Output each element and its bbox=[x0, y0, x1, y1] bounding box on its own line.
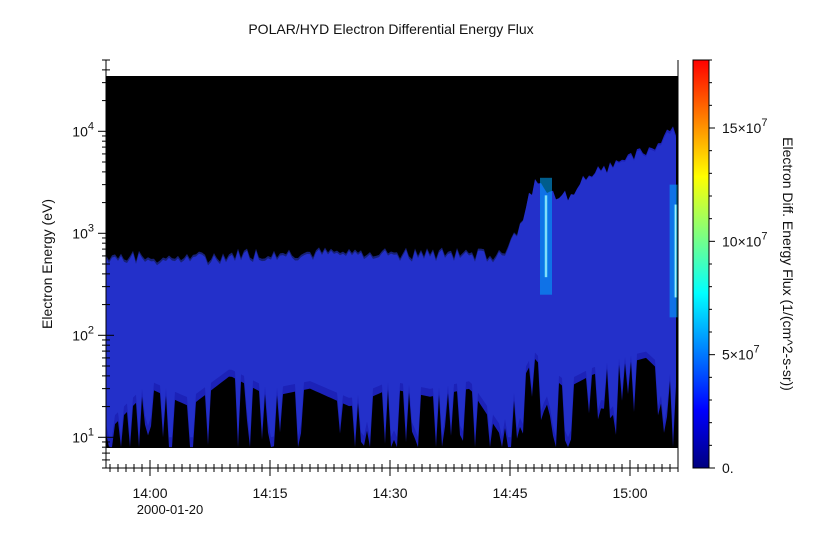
y-tick-label: 103 bbox=[72, 222, 94, 241]
x-tick-label: 15:00 bbox=[612, 485, 647, 501]
plot-area bbox=[105, 60, 679, 469]
colorbar-tick-label-exponent: 7 bbox=[761, 230, 767, 242]
y-tick-label-base: 10 bbox=[72, 225, 88, 241]
y-tick-label-exponent: 3 bbox=[88, 222, 94, 234]
x-tick-label: 14:15 bbox=[252, 485, 287, 501]
y-tick-label-base: 10 bbox=[72, 123, 88, 139]
colorbar-title: Electron Diff. Energy Flux (1/(cm^2-s-sr… bbox=[780, 137, 796, 391]
bright-streak-core bbox=[544, 195, 548, 278]
colorbar-gradient bbox=[692, 59, 710, 469]
colorbar-tick-label-exponent: 7 bbox=[754, 344, 760, 356]
x-axis: 14:00 14:15 14:30 14:45 15:00 bbox=[109, 460, 679, 501]
colorbar-tick-label: 15×107 bbox=[722, 117, 767, 136]
colorbar-tick-label-base: 0. bbox=[722, 460, 734, 476]
colorbar-tick-label-base: 10×10 bbox=[722, 233, 762, 249]
y-tick-label: 104 bbox=[72, 120, 94, 139]
colorbar-tick-label: 5×107 bbox=[722, 344, 760, 363]
colorbar-tick-label: 10×107 bbox=[722, 230, 767, 249]
y-tick-label-exponent: 2 bbox=[88, 324, 94, 336]
y-tick-label: 101 bbox=[72, 426, 94, 445]
y-axis-title: Electron Energy (eV) bbox=[39, 199, 55, 329]
y-tick-label-exponent: 4 bbox=[88, 120, 94, 132]
x-date-label: 2000-01-20 bbox=[137, 502, 204, 517]
colorbar-tick-label: 0. bbox=[722, 460, 734, 476]
x-tick-label: 14:00 bbox=[132, 485, 167, 501]
chart-title: POLAR/HYD Electron Differential Energy F… bbox=[248, 21, 533, 37]
x-tick-label: 14:45 bbox=[492, 485, 527, 501]
bright-streak-core bbox=[673, 204, 678, 298]
y-tick-label: 102 bbox=[72, 324, 94, 343]
colorbar-tick-label-base: 15×10 bbox=[722, 120, 762, 136]
flux-band bbox=[106, 126, 676, 448]
bright-streaks bbox=[540, 177, 678, 318]
y-tick-label-base: 10 bbox=[72, 429, 88, 445]
colorbar-tick-label-base: 5×10 bbox=[722, 347, 754, 363]
colorbar-tick-label-exponent: 7 bbox=[761, 117, 767, 129]
y-tick-label-exponent: 1 bbox=[88, 426, 94, 438]
flux-band-core bbox=[106, 129, 676, 438]
x-tick-label: 14:30 bbox=[372, 485, 407, 501]
y-tick-label-base: 10 bbox=[72, 327, 88, 343]
